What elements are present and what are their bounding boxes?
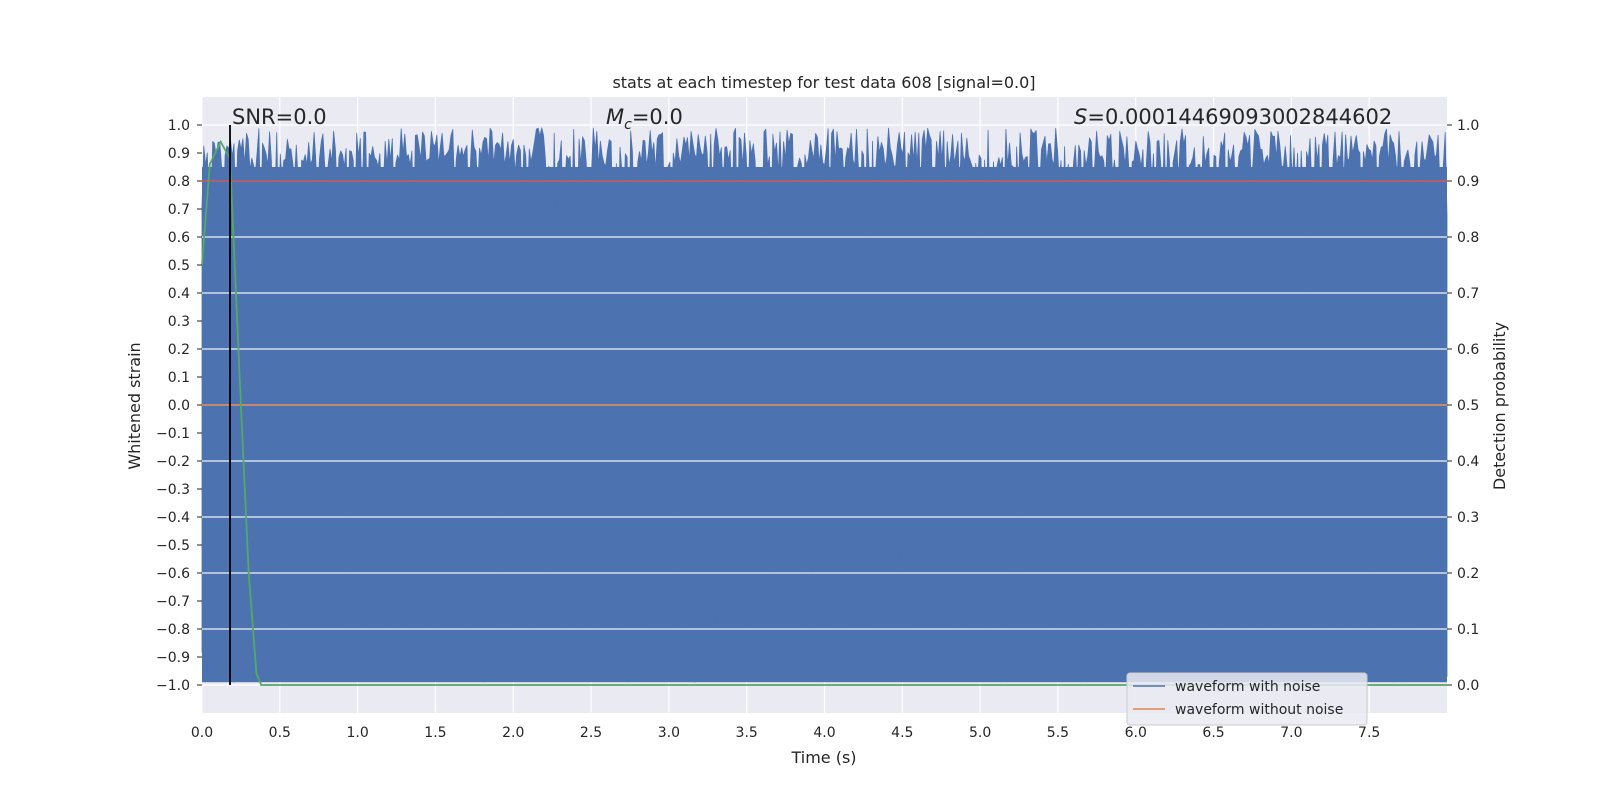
x-tick-label: 0.5 xyxy=(269,725,291,741)
x-tick-label: 6.0 xyxy=(1125,725,1147,741)
x-tick-label: 2.5 xyxy=(580,725,602,741)
chirp-mass-value: =0.0 xyxy=(632,105,683,129)
x-tick-label: 2.0 xyxy=(502,725,524,741)
y2-tick-label: 0.8 xyxy=(1457,230,1479,246)
s-value: =0.00014469093002844602 xyxy=(1087,105,1392,129)
x-tick-label: 3.5 xyxy=(736,725,758,741)
y-tick-label: −1.0 xyxy=(156,678,190,694)
y-tick-label: −0.1 xyxy=(156,426,190,442)
legend: waveform with noise waveform without noi… xyxy=(1126,672,1368,726)
x-tick-label: 1.5 xyxy=(424,725,446,741)
y-tick-label: 0.3 xyxy=(168,314,190,330)
chart-title: stats at each timestep for test data 608… xyxy=(612,73,1035,92)
y-tick-label: 0.5 xyxy=(168,258,190,274)
chirp-mass-annotation: Mc=0.0 xyxy=(606,105,683,133)
y2-axis-label: Detection probability xyxy=(1490,322,1509,490)
y-tick-label: −0.2 xyxy=(156,454,190,470)
y-tick-label: 0.9 xyxy=(168,146,190,162)
x-tick-label: 6.5 xyxy=(1202,725,1224,741)
y-tick-label: 0.4 xyxy=(168,286,190,302)
snr-annotation: SNR=0.0 xyxy=(232,105,327,129)
legend-box xyxy=(1126,672,1368,726)
x-tick-label: 3.0 xyxy=(658,725,680,741)
x-tick-label: 7.0 xyxy=(1280,725,1302,741)
y-tick-label: 0.8 xyxy=(168,174,190,190)
y2-tick-label: 0.1 xyxy=(1457,622,1479,638)
y-tick-label: −0.3 xyxy=(156,482,190,498)
y2-tick-label: 0.5 xyxy=(1457,398,1479,414)
y2-tick-label: 0.4 xyxy=(1457,454,1479,470)
y-tick-label: 0.0 xyxy=(168,398,190,414)
x-tick-label: 5.5 xyxy=(1047,725,1069,741)
y-tick-label: 0.6 xyxy=(168,230,190,246)
y2-tick-label: 1.0 xyxy=(1457,118,1479,134)
y2-tick-label: 0.2 xyxy=(1457,566,1479,582)
y-tick-label: −0.4 xyxy=(156,510,190,526)
y-axis-label: Whitened strain xyxy=(125,342,144,469)
legend-label-noise: waveform with noise xyxy=(1175,679,1320,695)
x-tick-label: 0.0 xyxy=(191,725,213,741)
y-tick-label: −0.6 xyxy=(156,566,190,582)
x-tick-label: 4.0 xyxy=(813,725,835,741)
y-tick-label: −0.8 xyxy=(156,622,190,638)
y-tick-label: 0.7 xyxy=(168,202,190,218)
x-tick-label: 7.5 xyxy=(1358,725,1380,741)
y2-tick-label: 0.7 xyxy=(1457,286,1479,302)
chirp-mass-subscript: c xyxy=(624,117,632,133)
y-tick-label: 0.1 xyxy=(168,370,190,386)
x-tick-label: 5.0 xyxy=(969,725,991,741)
y2-tick-label: 0.3 xyxy=(1457,510,1479,526)
legend-label-clean: waveform without noise xyxy=(1175,702,1343,718)
series-detection-probability xyxy=(201,139,1447,686)
y-tick-labels: 1.0 0.9 0.8 0.7 0.6 0.5 0.4 0.3 0.2 0.1 0.0 −0.1 −0.… xyxy=(156,118,202,694)
x-tick-label: 1.0 xyxy=(346,725,368,741)
y2-tick-labels: 1.0 0.9 0.8 0.7 0.6 0.5 0.4 0.3 0.2 0.1 0.0 xyxy=(1447,118,1479,694)
x-tick-label: 4.5 xyxy=(891,725,913,741)
traces xyxy=(201,125,1448,686)
x-tick-labels: 0.0 0.5 1.0 1.5 2.0 2.5 3.0 3.5 4.0 4.5 5.0 5.5 6.0 6… xyxy=(191,725,1380,741)
s-annotation: S=0.00014469093002844602 xyxy=(1074,105,1392,129)
y2-tick-label: 0.0 xyxy=(1457,678,1479,694)
y-tick-label: −0.7 xyxy=(156,594,190,610)
s-symbol: S xyxy=(1074,105,1087,129)
y-tick-label: 0.2 xyxy=(168,342,190,358)
chirp-mass-symbol: M xyxy=(606,105,624,129)
y2-tick-label: 0.9 xyxy=(1457,174,1479,190)
y-tick-label: 1.0 xyxy=(168,118,190,134)
x-axis-label: Time (s) xyxy=(790,748,856,767)
y-tick-label: −0.5 xyxy=(156,538,190,554)
y-tick-label: −0.9 xyxy=(156,650,190,666)
y2-tick-label: 0.6 xyxy=(1457,342,1479,358)
